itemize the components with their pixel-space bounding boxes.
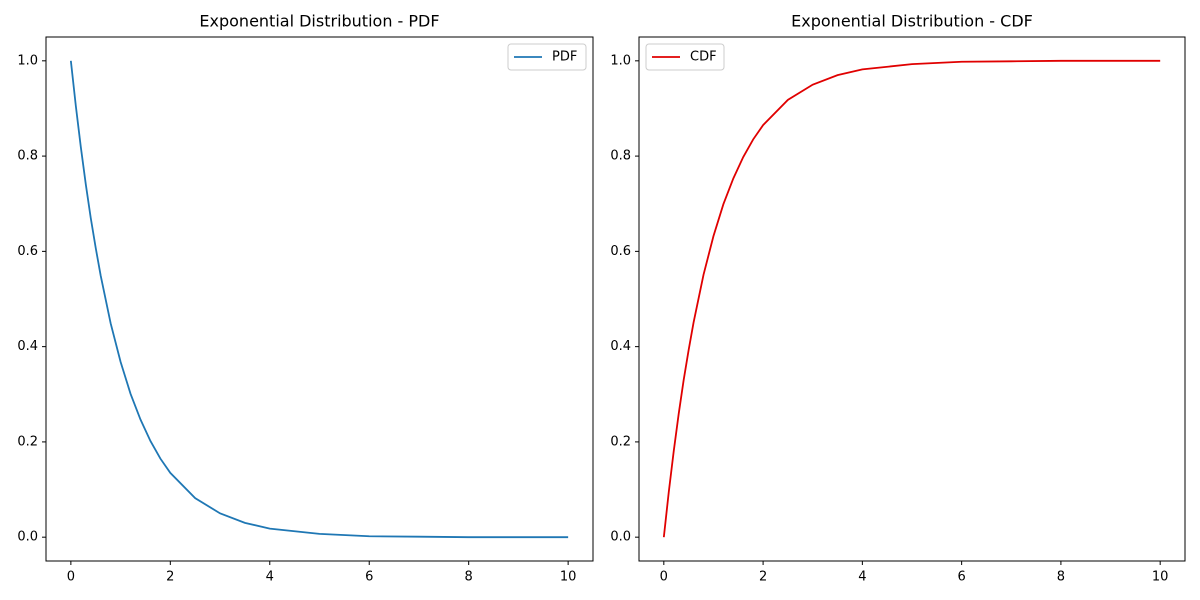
y-tick-label: 0.8 xyxy=(610,149,631,164)
x-tick-label: 4 xyxy=(858,570,866,585)
chart-title: Exponential Distribution - CDF xyxy=(791,12,1033,31)
line-series xyxy=(662,59,1161,538)
x-tick-label: 10 xyxy=(1152,570,1169,585)
legend-label: PDF xyxy=(552,50,577,65)
x-tick-label: 2 xyxy=(166,570,174,585)
y-tick-label: 0.4 xyxy=(610,339,631,354)
y-tick-label: 1.0 xyxy=(17,53,38,68)
chart-title: Exponential Distribution - PDF xyxy=(199,12,439,31)
x-tick-label: 0 xyxy=(67,570,75,585)
y-tick-label: 0.0 xyxy=(17,530,38,545)
x-tick-label: 4 xyxy=(266,570,274,585)
axes-frame xyxy=(45,36,594,562)
y-tick-label: 0.4 xyxy=(17,339,38,354)
y-tick-label: 0.8 xyxy=(17,149,38,164)
x-tick-label: 2 xyxy=(759,570,767,585)
y-tick-label: 0.6 xyxy=(17,244,38,259)
x-tick-label: 0 xyxy=(660,570,668,585)
x-tick-label: 6 xyxy=(365,570,373,585)
line-series xyxy=(69,60,569,539)
x-tick-label: 8 xyxy=(1057,570,1065,585)
legend-box xyxy=(507,43,587,71)
y-tick-label: 0.0 xyxy=(610,530,631,545)
x-tick-label: 8 xyxy=(465,570,473,585)
y-tick-label: 1.0 xyxy=(610,53,631,68)
x-tick-label: 10 xyxy=(560,570,577,585)
y-tick-label: 0.2 xyxy=(17,434,38,449)
axes-frame xyxy=(638,36,1186,562)
x-tick-label: 6 xyxy=(957,570,965,585)
y-tick-label: 0.6 xyxy=(610,244,631,259)
legend-label: CDF xyxy=(690,50,717,65)
y-tick-label: 0.2 xyxy=(610,434,631,449)
legend-box xyxy=(645,43,725,71)
